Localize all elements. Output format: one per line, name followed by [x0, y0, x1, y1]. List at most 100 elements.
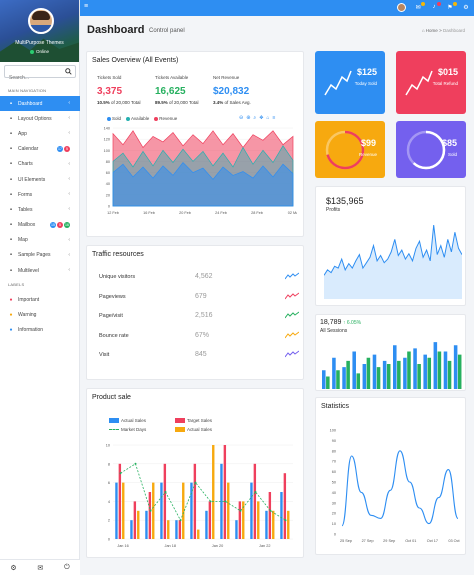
legend-actual-sales[interactable]: Actual Sales [109, 418, 209, 424]
sale-bar [137, 510, 140, 539]
statistics-line [341, 450, 459, 527]
legend-target-sales[interactable]: Target Sales [175, 418, 275, 424]
sale-bar [178, 520, 182, 539]
search-icon[interactable] [65, 68, 72, 75]
sidebar-item-forms[interactable]: ▪ Forms ‹ [0, 187, 80, 202]
sidebar-item-label: Forms [18, 191, 33, 198]
sales-area-chart[interactable]: 0 20 40 60 80 100 120 140 12 Feb 16 Feb 20 Feb 24 F… [97, 124, 297, 219]
session-bar [413, 348, 417, 389]
sidebar-item-label: Multilevel [18, 267, 39, 274]
tile-revenue[interactable]: $99 Revenue [315, 121, 385, 178]
tile-total-refund[interactable]: $015 Total Refund [396, 51, 466, 114]
bell-icon[interactable]: ♪ [430, 1, 441, 12]
sale-bar [227, 482, 230, 539]
flag-icon[interactable]: ⚑ [446, 1, 457, 12]
sidebar-item-charts[interactable]: ▪ Charts ‹ [0, 157, 80, 172]
zoom-out-icon[interactable]: ⊖ [239, 115, 244, 121]
sidebar-item-sample-pages[interactable]: ▪ Sample Pages ‹ [0, 248, 80, 263]
statistics-line-chart[interactable]: 0 10 20 30 40 50 60 70 80 90 100 25 Sep 27 Sep 29 Sep… [322, 424, 462, 552]
page-title: Dashboard [87, 24, 145, 36]
label-important[interactable]: ● Important [0, 292, 80, 307]
legend-actual-sales-2[interactable]: Actual Sales [175, 427, 275, 433]
circle-icon: ● [9, 326, 13, 333]
menu-icon[interactable]: ≡ [272, 115, 276, 121]
envelope-icon[interactable]: ✉ [37, 564, 44, 572]
statistics-card: Statistics 0 10 20 30 40 50 60 70 80 90 100 25 Sep 2… [315, 397, 466, 555]
legend-available[interactable]: Available [126, 116, 149, 121]
sale-bar [190, 482, 193, 539]
sessions-bar-chart[interactable] [320, 337, 462, 389]
sale-bar [193, 463, 197, 539]
market-days-point [134, 462, 137, 465]
y-tick-label: 0 [108, 538, 110, 542]
x-tick-label: Oct 17 [427, 539, 438, 543]
sales-overview-card: Sales Overview (All Events) Tickets Sold… [86, 51, 304, 237]
count-badge: 15 [50, 221, 56, 228]
sidebar-item-ui-elements[interactable]: ▪ UI Elements ‹ [0, 172, 80, 187]
pages-icon: ▪ [9, 252, 13, 259]
form-icon: ▪ [9, 191, 13, 198]
settings-icon[interactable]: ⚙ [10, 564, 17, 572]
label-information[interactable]: ● Information [0, 322, 80, 337]
sidebar-item-map[interactable]: ▪ Map ‹ [0, 233, 80, 248]
chevron-left-icon: ‹ [68, 175, 70, 182]
session-bar [407, 351, 411, 389]
y-tick-label: 100 [104, 149, 110, 153]
sparkline-icon [285, 272, 299, 280]
x-tick-label: 24 Feb [215, 211, 227, 215]
traffic-row: Bounce rate 67% [99, 329, 299, 348]
power-icon[interactable]: ⏻ [64, 563, 70, 571]
search-input[interactable] [5, 72, 61, 84]
zoom-icon[interactable]: ⌕ [253, 115, 257, 121]
sale-bar [163, 463, 167, 539]
label-warning[interactable]: ● Warning [0, 307, 80, 322]
menu-toggle-icon[interactable]: ≡ [84, 3, 89, 10]
sidebar-item-app[interactable]: ▪ App ‹ [0, 126, 80, 141]
kpi-pct: 3.4% [213, 100, 224, 105]
profits-line-chart[interactable] [324, 219, 462, 299]
trend-line-icon [405, 70, 433, 96]
zoom-in-icon[interactable]: ⊕ [246, 115, 251, 121]
traffic-title: Traffic resources [92, 251, 144, 258]
kpi-pct: 89.5% [155, 100, 168, 105]
legend-revenue[interactable]: Revenue [154, 116, 177, 121]
sidebar-item-tables[interactable]: ▪ Tables ‹ [0, 202, 80, 217]
user-avatar-small[interactable] [397, 3, 406, 12]
chart-toolbar: ⊖ ⊕ ⌕ ✥ ⌂ ≡ [239, 115, 275, 121]
avatar[interactable] [28, 8, 54, 34]
gear-icon[interactable]: ⚙ [463, 4, 469, 11]
legend-sold[interactable]: Sold [107, 116, 121, 121]
breadcrumb-home[interactable]: Home [425, 28, 438, 33]
trend-line-icon [324, 70, 352, 96]
profit-area [324, 225, 462, 299]
market-days-point [269, 509, 272, 512]
product-sale-chart[interactable]: 0 2 4 6 8 10 Jan 16 Jan 18 Jan 20 Jan 22 [97, 441, 297, 553]
traffic-row: Page/visit 2,516 [99, 309, 299, 328]
sidebar-item-mailbox[interactable]: ▪ Mailbox 15 5 16 [0, 218, 80, 233]
sale-bar [250, 482, 253, 539]
sidebar-item-layout-options[interactable]: ▪ Layout Options ‹ [0, 111, 80, 126]
mail-icon[interactable]: ✉ [414, 1, 425, 12]
sidebar-badges: 15 5 16 [50, 221, 70, 228]
market-days-point [224, 500, 227, 503]
circle-icon: ● [9, 311, 13, 318]
product-sale-card: Product sale Actual Sales Target Sales M… [86, 388, 304, 558]
tile-today-sold[interactable]: $125 Today Sold [315, 51, 385, 114]
sale-bar [212, 445, 215, 539]
sale-bar [238, 501, 242, 539]
chevron-left-icon: ‹ [68, 236, 70, 243]
pan-icon[interactable]: ✥ [259, 115, 264, 121]
reset-home-icon[interactable]: ⌂ [266, 115, 270, 121]
x-tick-label: 16 Feb [143, 211, 155, 215]
sidebar-item-calendar[interactable]: ▪ Calendar 17 5 [0, 142, 80, 157]
sale-bar [167, 520, 170, 539]
legend-market-days[interactable]: Market Days [109, 427, 209, 432]
sidebar-item-multilevel[interactable]: ▪ Multilevel ‹ [0, 263, 80, 278]
chevron-left-icon: ‹ [68, 160, 70, 167]
sparkline-icon [285, 350, 299, 358]
session-bar [382, 360, 387, 389]
user-status-text: Online [35, 49, 49, 54]
sidebar-item-dashboard[interactable]: ▪ Dashboard ‹ [0, 96, 80, 112]
tile-sold[interactable]: $85 Sold [396, 121, 466, 178]
traffic-card: Traffic resources Unique visitors 4,562 Pa… [86, 245, 304, 380]
